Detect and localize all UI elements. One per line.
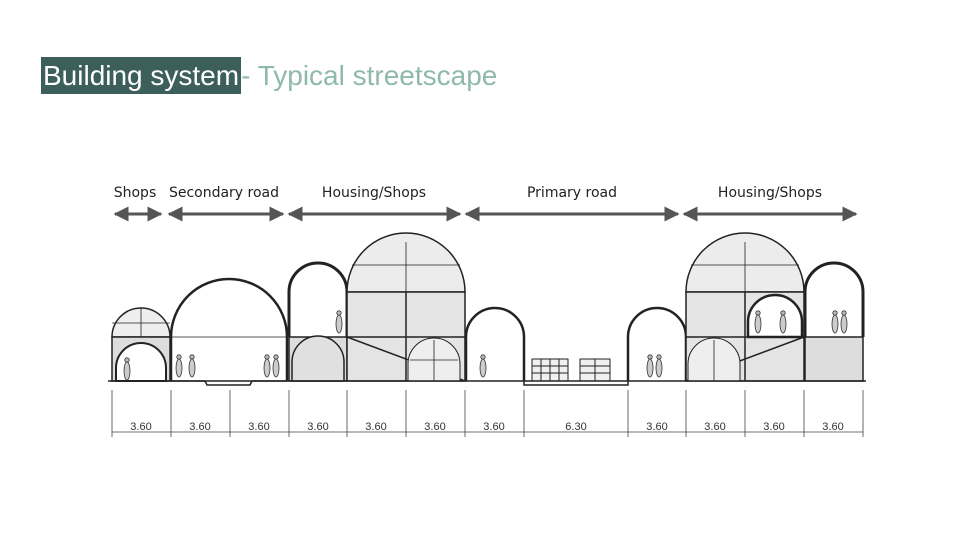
title-highlight: Building system bbox=[41, 57, 242, 94]
housing-block-left bbox=[287, 232, 466, 382]
shops-unit bbox=[111, 307, 171, 382]
dimension-label: 3.60 bbox=[424, 421, 445, 433]
title-subtitle: - Typical streetscape bbox=[241, 60, 498, 91]
zone-label-housing-shops-right: Housing/Shops bbox=[718, 185, 822, 201]
dimension-label: 3.60 bbox=[483, 421, 504, 433]
secondary-road-vault bbox=[169, 277, 289, 386]
zone-labels: Shops Secondary road Housing/Shops Prima… bbox=[114, 185, 822, 201]
dimension-label: 3.60 bbox=[822, 421, 843, 433]
dimension-label: 3.60 bbox=[130, 421, 151, 433]
dimension-label: 3.60 bbox=[704, 421, 725, 433]
dimension-label: 3.60 bbox=[307, 421, 328, 433]
dimension-row: 3.60 3.60 3.60 3.60 3.60 3.60 3.60 6.30 … bbox=[111, 390, 864, 437]
zone-label-secondary-road: Secondary road bbox=[169, 185, 279, 201]
zone-label-shops: Shops bbox=[114, 185, 157, 201]
building-section bbox=[108, 232, 866, 386]
dimension-label: 3.60 bbox=[763, 421, 784, 433]
zone-label-housing-shops-left: Housing/Shops bbox=[322, 185, 426, 201]
dimension-label: 3.60 bbox=[189, 421, 210, 433]
zone-label-primary-road: Primary road bbox=[527, 185, 617, 201]
arcade-left bbox=[464, 306, 526, 381]
vehicle-left bbox=[531, 358, 569, 382]
dimension-label: 3.60 bbox=[646, 421, 667, 433]
dimension-label: 3.60 bbox=[248, 421, 269, 433]
dimension-label: 3.60 bbox=[365, 421, 386, 433]
arcade-right bbox=[626, 306, 688, 381]
vehicle-right bbox=[579, 358, 611, 382]
housing-block-right bbox=[685, 232, 865, 382]
dimension-label: 6.30 bbox=[565, 421, 586, 433]
slide-title: Building system - Typical streetscape bbox=[41, 57, 497, 94]
